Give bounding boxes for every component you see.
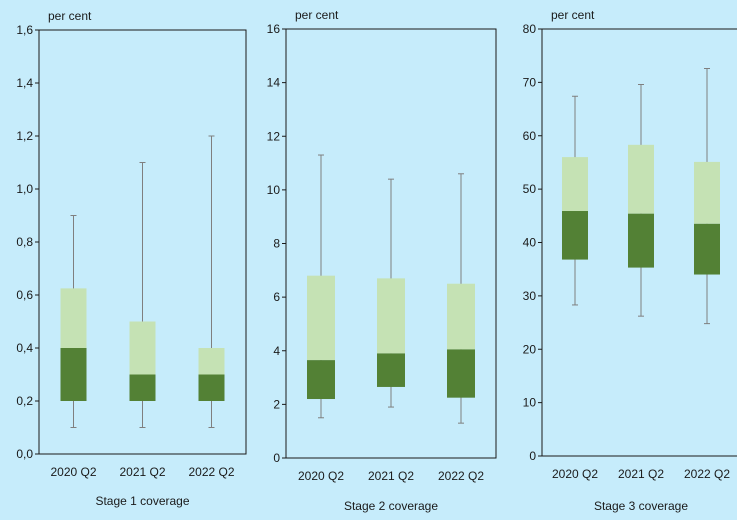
box-lower-1 — [562, 211, 588, 260]
box-upper-3 — [198, 348, 225, 375]
box-upper-1 — [307, 275, 335, 361]
unit-label: per cent — [295, 8, 339, 22]
box-upper-2 — [628, 144, 654, 214]
box-lower-2 — [628, 213, 654, 268]
box-lower-1 — [307, 360, 335, 400]
box-lower-3 — [694, 223, 720, 275]
x-category-label: 2022 Q2 — [438, 469, 484, 483]
y-tick-label: 40 — [523, 236, 537, 250]
y-tick-label: 6 — [273, 290, 280, 304]
x-category-label: 2020 Q2 — [298, 469, 344, 483]
box-upper-1 — [562, 157, 588, 212]
box-lower-3 — [447, 349, 475, 398]
y-tick-label: 30 — [523, 289, 537, 303]
x-category-label: 2021 Q2 — [618, 467, 664, 481]
y-tick-label: 50 — [523, 182, 537, 196]
x-axis-title: Stage 2 coverage — [344, 499, 438, 513]
y-tick-label: 1,0 — [16, 182, 33, 196]
x-category-label: 2021 Q2 — [368, 469, 414, 483]
unit-label: per cent — [48, 9, 92, 23]
x-axis-title: Stage 1 coverage — [95, 494, 189, 508]
y-tick-label: 8 — [273, 237, 280, 251]
y-tick-label: 10 — [523, 396, 537, 410]
y-tick-label: 16 — [267, 22, 281, 36]
y-tick-label: 80 — [523, 22, 537, 36]
y-tick-label: 10 — [267, 183, 281, 197]
y-tick-label: 0 — [529, 449, 536, 463]
y-tick-label: 12 — [267, 129, 281, 143]
y-tick-label: 1,2 — [16, 129, 33, 143]
y-tick-label: 14 — [267, 76, 281, 90]
y-tick-label: 0,2 — [16, 394, 33, 408]
unit-label: per cent — [551, 8, 595, 22]
y-tick-label: 0,4 — [16, 341, 33, 355]
box-lower-3 — [198, 374, 225, 401]
y-tick-label: 0 — [273, 451, 280, 465]
y-tick-label: 1,4 — [16, 76, 33, 90]
x-category-label: 2022 Q2 — [188, 465, 234, 479]
x-category-label: 2020 Q2 — [552, 467, 598, 481]
x-axis-title: Stage 3 coverage — [594, 499, 688, 513]
box-lower-2 — [129, 374, 156, 401]
y-tick-label: 0,6 — [16, 288, 33, 302]
box-upper-1 — [60, 288, 87, 348]
y-tick-label: 60 — [523, 129, 537, 143]
box-upper-2 — [129, 321, 156, 375]
x-category-label: 2021 Q2 — [119, 465, 165, 479]
box-lower-1 — [60, 348, 87, 401]
x-category-label: 2022 Q2 — [684, 467, 730, 481]
x-category-label: 2020 Q2 — [50, 465, 96, 479]
y-tick-label: 0,8 — [16, 235, 33, 249]
y-tick-label: 20 — [523, 342, 537, 356]
box-upper-2 — [377, 278, 405, 354]
y-tick-label: 4 — [273, 344, 280, 358]
box-upper-3 — [694, 161, 720, 224]
y-tick-label: 70 — [523, 75, 537, 89]
box-upper-3 — [447, 283, 475, 350]
box-lower-2 — [377, 353, 405, 387]
y-tick-label: 2 — [273, 397, 280, 411]
y-tick-label: 0,0 — [16, 447, 33, 461]
y-tick-label: 1,6 — [16, 23, 33, 37]
